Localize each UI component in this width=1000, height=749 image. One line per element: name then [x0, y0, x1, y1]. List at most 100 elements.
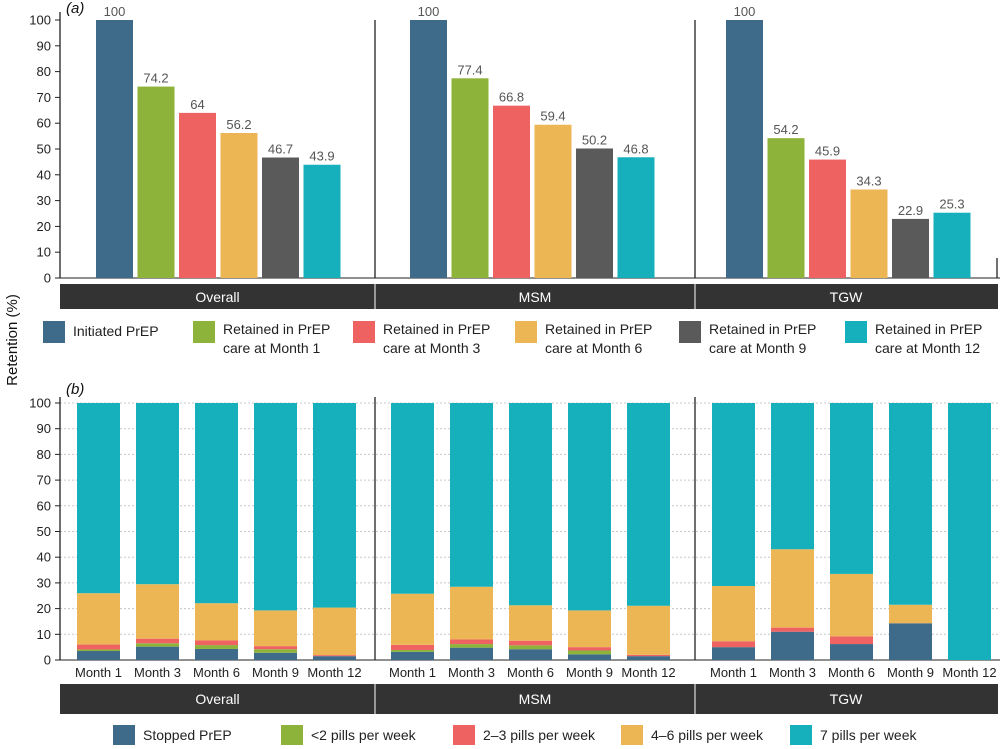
- panel-b-bar-segment: [254, 649, 297, 653]
- panel-b-y-tick-label: 40: [37, 550, 51, 565]
- legend-b-swatch: [453, 725, 475, 745]
- legend-b-label: Stopped PrEP: [143, 727, 232, 743]
- panel-a-value-label: 50.2: [582, 132, 607, 147]
- panel-a-bar: [96, 20, 133, 278]
- panel-b-y-tick-label: 80: [37, 447, 51, 462]
- panel-b-bar-segment: [313, 403, 356, 608]
- panel-b-bar-segment: [830, 573, 873, 637]
- panel-b-bar-segment: [391, 651, 434, 660]
- legend-a-label: Retained in PrEP: [223, 321, 330, 337]
- panel-b-y-tick-label: 100: [29, 396, 51, 411]
- panel-b-bar-segment: [948, 403, 991, 660]
- panel-a-value-label: 100: [734, 4, 756, 19]
- panel-b-bar-segment: [509, 605, 552, 641]
- legend-a-swatch: [43, 321, 65, 343]
- panel-b-bar-segment: [830, 403, 873, 574]
- panel-b-y-tick-label: 20: [37, 601, 51, 616]
- legend-a-label: Retained in PrEP: [875, 321, 982, 337]
- panel-b-bar-segment: [771, 549, 814, 628]
- panel-a-value-label: 74.2: [143, 71, 168, 86]
- panel-b-group-label: Overall: [195, 691, 239, 707]
- panel-b-bar-segment: [313, 655, 356, 657]
- panel-a-value-label: 77.4: [457, 62, 482, 77]
- panel-a-value-label: 66.8: [499, 90, 524, 105]
- panel-b-bar-segment: [450, 639, 493, 645]
- panel-a-bar: [726, 20, 763, 278]
- panel-a-value-label: 34.3: [856, 174, 881, 189]
- y-axis-label: Retention (%): [4, 294, 21, 386]
- panel-b-y-tick-label: 70: [37, 473, 51, 488]
- legend-b-swatch: [113, 725, 135, 745]
- panel-b-bar-segment: [77, 593, 120, 645]
- legend-b-swatch: [790, 725, 812, 745]
- panel-b-bar-segment: [313, 607, 356, 656]
- legend-b-label: 4–6 pills per week: [651, 727, 764, 743]
- panel-a-bar: [850, 189, 888, 278]
- panel-b-bar-segment: [568, 654, 611, 660]
- panel-b-bar-segment: [391, 644, 434, 650]
- legend-b-swatch: [621, 725, 643, 745]
- panel-b-x-tick-label: Month 9: [566, 665, 613, 680]
- panel-b-bar-segment: [136, 646, 179, 660]
- panel-b-bar-segment: [450, 647, 493, 660]
- panel-a-y-tick-label: 30: [37, 193, 51, 208]
- panel-b-bar-segment: [568, 647, 611, 651]
- legend-a-swatch: [353, 321, 375, 343]
- panel-a-bar: [617, 157, 655, 278]
- panel-a-value-label: 43.9: [309, 149, 334, 164]
- panel-b-bar-segment: [889, 403, 932, 605]
- panel-b-bar-segment: [509, 640, 552, 646]
- panel-b-x-tick-label: Month 9: [252, 665, 299, 680]
- panel-b-bar-segment: [254, 646, 297, 650]
- panel-a-bar: [493, 105, 530, 278]
- panel-b-bar-segment: [195, 403, 238, 604]
- panel-a-y-tick-label: 60: [37, 116, 51, 131]
- legend-a-swatch: [845, 321, 867, 343]
- panel-a-value-label: 100: [104, 4, 126, 19]
- panel-a-value-label: 64: [190, 97, 204, 112]
- legend-a-swatch: [515, 321, 537, 343]
- panel-b-label: (b): [66, 381, 84, 398]
- panel-a-y-tick-label: 100: [29, 13, 51, 28]
- panel-b-bar-segment: [77, 403, 120, 594]
- panel-a-value-label: 59.4: [540, 109, 565, 124]
- panel-b-x-tick-label: Month 1: [389, 665, 436, 680]
- panel-a-group-band: [60, 284, 998, 309]
- panel-b-bar-segment: [627, 656, 670, 660]
- panel-b-bar-segment: [391, 593, 434, 645]
- legend-a-label: care at Month 9: [709, 340, 806, 356]
- panel-b-x-tick-label: Month 1: [710, 665, 757, 680]
- panel-a-bar: [410, 20, 447, 278]
- panel-b-bar-segment: [77, 649, 120, 652]
- panel-b-bar-segment: [509, 403, 552, 606]
- panel-b-x-tick-label: Month 6: [193, 665, 240, 680]
- panel-b-bar-segment: [136, 584, 179, 639]
- panel-a-bar: [933, 212, 971, 278]
- panel-a-value-label: 54.2: [773, 122, 798, 137]
- panel-b-group-band: [60, 684, 998, 714]
- legend-a-label: care at Month 3: [383, 340, 480, 356]
- panel-b-bar-segment: [771, 631, 814, 660]
- panel-b-bar-segment: [627, 605, 670, 655]
- legend-b-swatch: [281, 725, 303, 745]
- panel-a-y-tick-label: 0: [44, 271, 51, 286]
- panel-b-bar-segment: [712, 403, 755, 586]
- panel-b-bar-segment: [254, 610, 297, 647]
- panel-a-bar: [137, 86, 175, 279]
- panel-b-bar-segment: [568, 610, 611, 648]
- panel-a-y-tick-label: 10: [37, 245, 51, 260]
- panel-b-x-tick-label: Month 1: [75, 665, 122, 680]
- panel-a-bar: [220, 133, 258, 278]
- panel-b-bar-segment: [136, 638, 179, 644]
- legend-a-label: Initiated PrEP: [73, 323, 159, 339]
- panel-b-bar-segment: [254, 652, 297, 660]
- panel-b-y-tick-label: 90: [37, 421, 51, 436]
- panel-b-bar-segment: [195, 603, 238, 641]
- panel-a-y-tick-label: 90: [37, 38, 51, 53]
- panel-b-bar-segment: [77, 651, 120, 660]
- panel-b-bar-segment: [313, 656, 356, 660]
- panel-a-group-label: MSM: [519, 289, 552, 305]
- panel-b-bar-segment: [391, 403, 434, 594]
- panel-a-y-tick-label: 80: [37, 64, 51, 79]
